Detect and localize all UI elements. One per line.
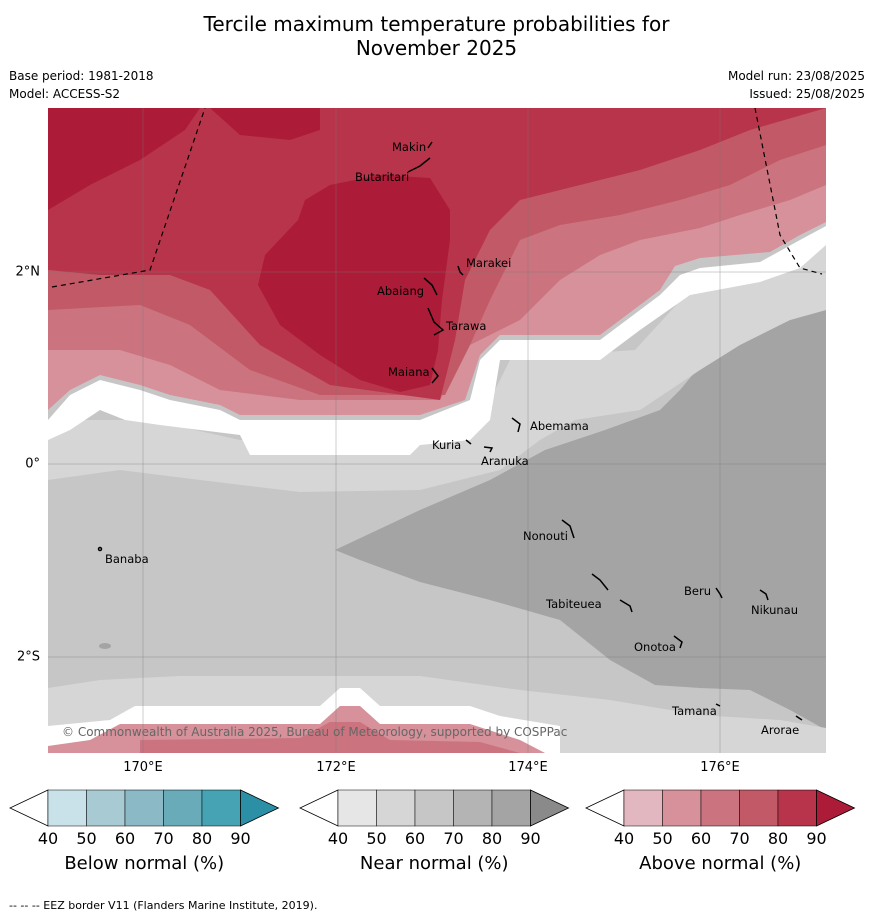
near-normal-tick-label: 80: [481, 829, 503, 848]
above-normal-colorbar-segment: [739, 789, 779, 827]
lon-label-172e: 172°E: [316, 760, 356, 775]
lon-label-174e: 174°E: [508, 760, 548, 775]
above-normal-tick-label: 80: [767, 829, 789, 848]
label-aranuka: Aranuka: [481, 454, 529, 468]
below-normal-colorbar-segment: [47, 789, 87, 827]
lat-label-2s: 2°S: [16, 649, 40, 665]
above-normal-60-south: [140, 722, 520, 753]
base-period: Base period: 1981-2018: [9, 69, 154, 83]
above-normal-tick-label: 40: [613, 829, 635, 848]
above-normal-colorbar-segment: [662, 789, 702, 827]
above-normal-colorbar-title: Above normal (%): [639, 853, 802, 874]
above-normal-colorbar-segment: [777, 789, 817, 827]
map-field: Makin Butaritari Marakei Abaiang Tarawa …: [48, 108, 826, 753]
near-normal-tick-label: 70: [443, 829, 464, 848]
lat-label-0: 0°: [25, 456, 40, 472]
label-tabiteuea: Tabiteuea: [545, 597, 602, 611]
below-normal-tick-label: 40: [37, 829, 59, 848]
below-normal-colorbar-segment: [201, 789, 241, 827]
label-maiana: Maiana: [388, 365, 430, 379]
place-labels: Makin Butaritari Marakei Abaiang Tarawa …: [105, 140, 799, 737]
near-normal-colorbar-title: Near normal (%): [359, 853, 509, 874]
gridlines: [48, 108, 826, 753]
label-nikunau: Nikunau: [751, 603, 798, 617]
label-kuria: Kuria: [432, 438, 461, 452]
label-marakei: Marakei: [466, 256, 511, 270]
meta-right: Model run: 23/08/2025 Issued: 25/08/2025: [728, 67, 865, 103]
lon-label-170e: 170°E: [123, 760, 163, 775]
copyright-notice: © Commonwealth of Australia 2025, Bureau…: [62, 725, 567, 739]
below-normal-colorbar-segment: [163, 789, 203, 827]
below-normal-tick-label: 50: [76, 829, 97, 848]
eez-borders: [51, 108, 823, 288]
below-normal-colorbar-low-arrow: [9, 789, 49, 827]
below-normal-tick-label: 70: [153, 829, 174, 848]
above-normal-tick-label: 60: [690, 829, 712, 848]
near-normal-colorbar-segment: [376, 789, 416, 827]
near-normal-tick-label: 50: [366, 829, 387, 848]
near-normal-colorbar-high-arrow: [530, 789, 570, 827]
above-normal-90-west: [48, 108, 200, 210]
island-outlines: [97, 141, 803, 721]
below-normal-colorbar-high-arrow: [240, 789, 280, 827]
title-line-1: Tercile maximum temperature probabilitie…: [203, 12, 670, 36]
above-normal-colorbar-low-arrow: [585, 789, 625, 827]
below-normal-tick-label: 90: [230, 829, 251, 848]
near-normal-70-band: [335, 310, 826, 730]
below-normal-tick-label: 80: [191, 829, 213, 848]
near-normal-tick-label: 40: [327, 829, 349, 848]
label-nonouti: Nonouti: [523, 529, 568, 543]
lon-label-176e: 176°E: [700, 760, 740, 775]
above-normal-90-north: [210, 108, 320, 140]
lat-label-2n: 2°N: [15, 264, 41, 280]
above-normal-tick-label: 70: [729, 829, 750, 848]
near-normal-tick-label: 90: [520, 829, 541, 848]
label-abemama: Abemama: [530, 419, 589, 433]
model-run: Model run: 23/08/2025: [727, 69, 865, 83]
above-normal-colorbar-segment: [623, 789, 663, 827]
near-normal-colorbar-segment: [337, 789, 377, 827]
below-normal-tick-label: 60: [114, 829, 136, 848]
map-title: Tercile maximum temperature probabilitie…: [0, 12, 873, 60]
above-normal-tick-label: 50: [652, 829, 673, 848]
below-normal-colorbar-segment: [124, 789, 164, 827]
label-abaiang: Abaiang: [377, 284, 424, 298]
label-arorae: Arorae: [761, 723, 799, 737]
near-normal-colorbar-segment: [414, 789, 454, 827]
above-normal-colorbar-segment: [700, 789, 740, 827]
above-normal-tick-label: 90: [806, 829, 827, 848]
near-normal-colorbar-segment: [453, 789, 493, 827]
issued-date: Issued: 25/08/2025: [749, 87, 865, 101]
label-butaritari: Butaritari: [355, 170, 409, 184]
near-normal-colorbar-segment: [491, 789, 531, 827]
below-normal-colorbar-title: Below normal (%): [64, 853, 225, 874]
label-makin: Makin: [392, 140, 426, 154]
above-normal-90-core: [258, 175, 450, 392]
shallow-reef-shade: [99, 643, 111, 649]
label-banaba: Banaba: [105, 552, 149, 566]
label-onotoa: Onotoa: [634, 640, 676, 654]
title-line-2: November 2025: [355, 36, 518, 60]
meta-left: Base period: 1981-2018 Model: ACCESS-S2: [9, 67, 154, 103]
below-normal-colorbar-segment: [86, 789, 126, 827]
model-name: Model: ACCESS-S2: [9, 87, 121, 101]
colorbars: [9, 789, 856, 827]
label-tamana: Tamana: [671, 704, 717, 718]
eez-footnote: -- -- -- EEZ border V11 (Flanders Marine…: [9, 899, 318, 912]
above-normal-colorbar-high-arrow: [816, 789, 856, 827]
label-beru: Beru: [684, 584, 711, 598]
label-tarawa: Tarawa: [445, 319, 486, 333]
near-normal-tick-label: 60: [404, 829, 426, 848]
near-normal-colorbar-low-arrow: [299, 789, 339, 827]
